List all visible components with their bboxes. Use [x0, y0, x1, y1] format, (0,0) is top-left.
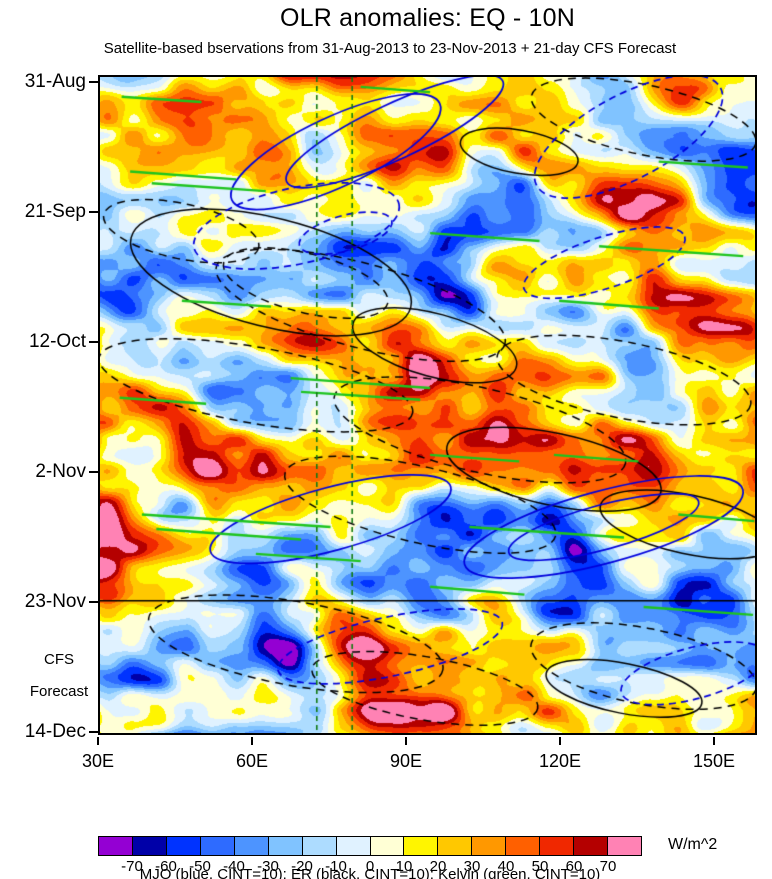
- y-tick-label: 2-Nov: [35, 460, 86, 482]
- colorbar-tick-label: 40: [497, 858, 515, 875]
- x-tick-label: 60E: [235, 751, 269, 771]
- colorbar-tick-label: -10: [325, 858, 347, 875]
- x-tick-label: 90E: [390, 751, 423, 771]
- chart-title: OLR anomalies: EQ - 10N: [280, 4, 575, 32]
- colorbar-tick-label: 30: [463, 858, 481, 875]
- y-tick-mark: [89, 340, 98, 343]
- colorbar-cell: [336, 837, 371, 855]
- colorbar-tick-label: -60: [155, 858, 177, 875]
- y-tick-label: 14-Dec: [24, 721, 86, 743]
- contour-field-canvas: [100, 77, 755, 733]
- y-tick-label: 23-Nov: [24, 591, 86, 612]
- colorbar-tick-label: 20: [429, 858, 447, 875]
- y-tick-label: 31-Aug: [24, 70, 86, 92]
- colorbar-cell: [540, 837, 575, 855]
- colorbar-cell: [132, 837, 167, 855]
- colorbar-tick-label: 70: [599, 858, 617, 875]
- contour-legend-caption: MJO (blue, CINT=10); ER (black, CINT=10)…: [139, 866, 601, 879]
- colorbar-cell: [404, 837, 439, 855]
- colorbar-cell: [370, 837, 405, 855]
- x-tick-label: 150E: [693, 751, 736, 771]
- colorbar-tick-label: -70: [121, 858, 143, 875]
- x-tick-mark: [559, 737, 562, 745]
- colorbar-cell: [574, 837, 609, 855]
- chart-subtitle: Satellite-based bservations from 31-Aug-…: [103, 40, 677, 57]
- colorbar-cell: [99, 837, 133, 855]
- colorbar-cell: [166, 837, 201, 855]
- colorbar-cell: [268, 837, 303, 855]
- colorbar-tick-label: -20: [291, 858, 313, 875]
- colorbar-cell: [302, 837, 337, 855]
- y-tick-mark: [89, 601, 98, 603]
- y-tick-mark: [89, 80, 98, 83]
- y-tick-mark: [89, 470, 98, 473]
- colorbar-tick-label: 50: [531, 858, 549, 875]
- y-tick-label: 21-Sep: [24, 201, 86, 223]
- colorbar-cell: [200, 837, 235, 855]
- colorbar-cell: [234, 837, 269, 855]
- colorbar-tick-label: -50: [189, 858, 211, 875]
- y-tick-label: 12-Oct: [28, 330, 86, 352]
- cfs-label-line2: Forecast: [29, 683, 89, 700]
- colorbar-cell: [608, 837, 641, 855]
- x-tick-mark: [713, 737, 716, 745]
- hovmoller-plot-area: [98, 75, 757, 735]
- colorbar-cell: [438, 837, 473, 855]
- cfs-label-line1: CFS: [44, 651, 74, 668]
- x-tick-mark: [405, 737, 408, 745]
- colorbar: [98, 836, 642, 856]
- colorbar-tick-label: -30: [257, 858, 279, 875]
- colorbar-tick-label: 10: [395, 858, 413, 875]
- colorbar-tick-label: 0: [365, 858, 375, 875]
- colorbar-tick-label: -40: [223, 858, 245, 875]
- x-tick-label: 120E: [538, 751, 582, 771]
- colorbar-tick-label: 60: [565, 858, 583, 875]
- colorbar-cell: [506, 837, 541, 855]
- cfs-forecast-label: CFS Forecast: [18, 644, 100, 708]
- units-label: W/m^2: [668, 836, 718, 853]
- x-tick-mark: [251, 737, 253, 745]
- y-tick-mark: [89, 731, 98, 734]
- x-tick-label: 30E: [81, 751, 115, 771]
- y-tick-mark: [89, 211, 98, 214]
- x-tick-mark: [97, 737, 99, 745]
- colorbar-cell: [472, 837, 507, 855]
